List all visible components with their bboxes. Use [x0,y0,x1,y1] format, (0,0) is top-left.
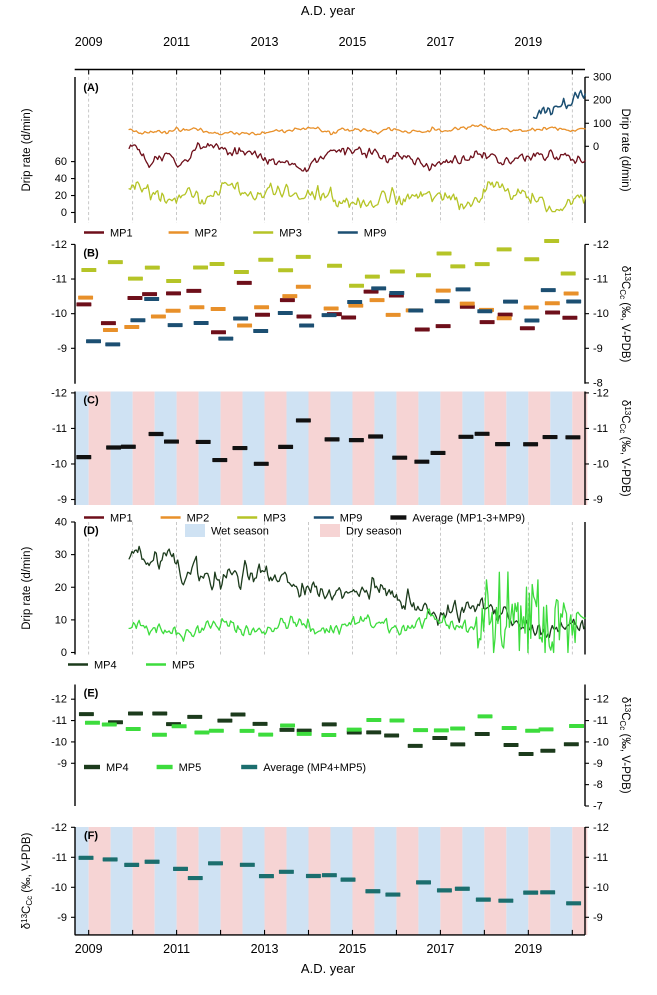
svg-text:-12: -12 [51,822,67,834]
svg-text:(F): (F) [84,830,98,842]
svg-text:-9: -9 [57,758,67,770]
svg-text:-10: -10 [51,736,67,748]
svg-text:2015: 2015 [339,35,367,49]
svg-text:Average (MP1-3+MP9): Average (MP1-3+MP9) [412,513,525,525]
svg-text:Drip rate (d/min): Drip rate (d/min) [619,108,631,191]
svg-text:-8: -8 [593,779,603,791]
svg-text:-11: -11 [593,852,608,864]
svg-text:2015: 2015 [339,942,367,956]
svg-text:(B): (B) [83,247,99,259]
svg-text:-12: -12 [593,694,609,706]
svg-text:-11: -11 [593,274,608,286]
svg-text:-11: -11 [593,715,608,727]
svg-text:20: 20 [55,582,67,594]
svg-text:-12: -12 [593,239,609,251]
svg-text:0: 0 [61,647,67,659]
svg-text:A.D. year: A.D. year [301,961,356,976]
svg-text:Drip rate (d/min): Drip rate (d/min) [21,108,33,191]
svg-text:100: 100 [593,118,611,130]
svg-text:MP1: MP1 [110,513,133,525]
svg-text:-9: -9 [57,343,67,355]
svg-text:-9: -9 [593,343,603,355]
svg-text:MP4: MP4 [106,762,129,774]
svg-text:-11: -11 [52,852,67,864]
svg-text:-9: -9 [593,758,603,770]
svg-text:-10: -10 [593,458,609,470]
svg-text:-11: -11 [52,423,67,435]
svg-text:2009: 2009 [75,942,103,956]
svg-text:-10: -10 [51,308,67,320]
svg-text:300: 300 [593,72,611,84]
svg-text:-10: -10 [593,736,609,748]
svg-text:MP2: MP2 [195,228,218,240]
svg-text:2017: 2017 [427,942,455,956]
svg-text:2019: 2019 [514,35,542,49]
svg-text:A.D. year: A.D. year [301,3,356,18]
svg-text:MP3: MP3 [279,228,302,240]
svg-text:-10: -10 [593,308,609,320]
svg-text:10: 10 [55,614,67,626]
svg-text:2013: 2013 [251,35,279,49]
svg-text:Dry season: Dry season [346,526,402,538]
svg-text:δ13CCc (‰, V-PDB): δ13CCc (‰, V-PDB) [20,832,33,929]
svg-text:-10: -10 [593,882,609,894]
svg-text:MP5: MP5 [179,762,202,774]
svg-text:δ13CCc (‰, V-PDB): δ13CCc (‰, V-PDB) [618,697,631,794]
svg-text:2011: 2011 [163,35,190,49]
svg-text:-12: -12 [593,822,609,834]
svg-text:0: 0 [593,141,599,153]
svg-text:(C): (C) [83,395,99,407]
svg-text:MP2: MP2 [187,513,210,525]
svg-text:MP5: MP5 [172,660,195,672]
svg-text:-12: -12 [51,239,67,251]
svg-text:-11: -11 [52,715,67,727]
svg-text:δ13CCc (‰, V-PDB): δ13CCc (‰, V-PDB) [618,266,631,363]
svg-text:-9: -9 [593,912,603,924]
svg-text:Wet season: Wet season [211,526,269,538]
svg-text:2011: 2011 [163,942,190,956]
svg-text:(E): (E) [84,688,99,700]
svg-text:2013: 2013 [251,942,279,956]
svg-text:-10: -10 [51,882,67,894]
svg-text:2017: 2017 [427,35,455,49]
svg-text:δ13CCc (‰, V-PDB): δ13CCc (‰, V-PDB) [618,400,631,497]
svg-text:-9: -9 [593,494,603,506]
svg-text:60: 60 [55,156,67,168]
svg-text:-11: -11 [593,423,608,435]
svg-text:Average (MP4+MP5): Average (MP4+MP5) [263,762,366,774]
svg-text:0: 0 [61,207,67,219]
svg-text:30: 30 [55,549,67,561]
svg-text:MP4: MP4 [94,660,117,672]
svg-text:40: 40 [55,173,67,185]
svg-text:-12: -12 [593,387,609,399]
svg-text:MP9: MP9 [364,228,387,240]
svg-text:-11: -11 [52,274,67,286]
svg-text:-9: -9 [57,494,67,506]
svg-text:MP3: MP3 [263,513,286,525]
svg-text:Drip rate (d/min): Drip rate (d/min) [21,547,33,630]
svg-text:(D): (D) [83,525,99,537]
svg-text:2019: 2019 [514,942,542,956]
svg-text:-9: -9 [57,912,67,924]
svg-text:-7: -7 [593,801,603,813]
svg-text:20: 20 [55,190,67,202]
svg-text:-12: -12 [51,387,67,399]
svg-text:-10: -10 [51,458,67,470]
svg-text:40: 40 [55,517,67,529]
svg-text:MP1: MP1 [110,228,133,240]
svg-text:2009: 2009 [75,35,103,49]
svg-text:(A): (A) [83,82,99,94]
svg-text:-12: -12 [51,694,67,706]
svg-text:MP9: MP9 [340,513,363,525]
svg-text:200: 200 [593,95,611,107]
